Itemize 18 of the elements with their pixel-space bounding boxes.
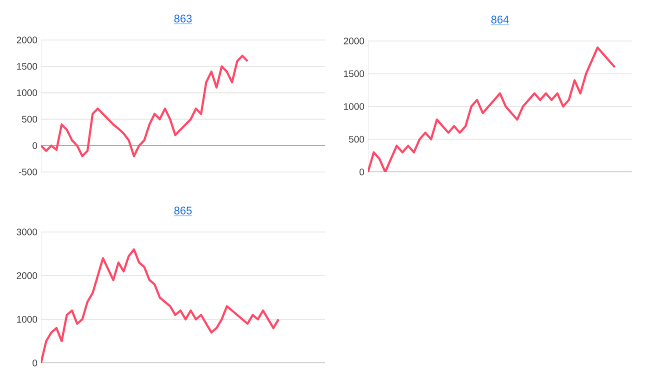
y-tick-label: 1500 [17,63,38,70]
y-tick-label: 0 [32,360,38,366]
chart-title: 864 [491,16,509,24]
y-tick-label: -500 [18,168,38,176]
chart-title: 863 [174,14,192,22]
y-tick-label: 2000 [16,272,38,280]
y-tick-label: 2000 [16,36,38,44]
y-tick-label: 500 [22,116,38,123]
y-tick-label: 1000 [17,89,38,96]
y-tick-label: 2000 [344,38,364,44]
y-tick-label: 500 [349,136,364,143]
y-tick-label: 0 [32,142,38,149]
y-tick-label: 0 [360,168,364,176]
chart-title: 865 [174,206,192,214]
y-tick-label: 1500 [344,70,364,78]
y-tick-label: 1000 [344,103,364,110]
y-tick-label: 3000 [16,228,38,236]
y-tick-label: 1000 [17,316,38,323]
